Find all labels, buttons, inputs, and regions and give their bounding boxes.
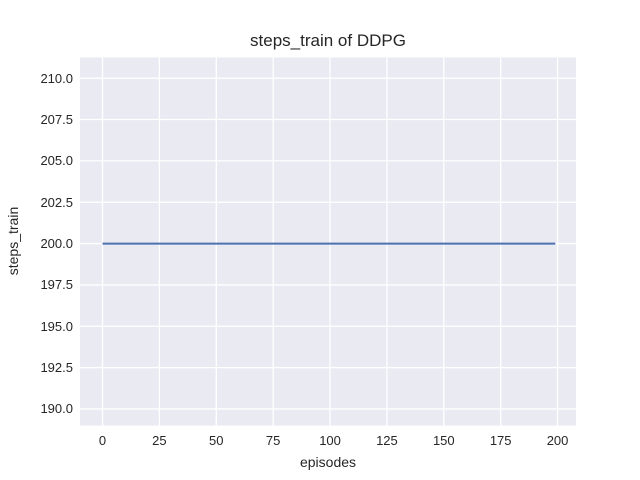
y-tick-label: 207.5 [40, 112, 73, 128]
y-tick-label: 200.0 [40, 236, 73, 252]
y-tick-label: 192.5 [40, 360, 73, 376]
y-tick-label: 195.0 [40, 318, 73, 334]
x-tick-label: 0 [98, 433, 107, 448]
x-tick-label: 175 [489, 433, 512, 448]
y-tick-label: 210.0 [40, 70, 73, 86]
x-tick-label: 150 [432, 433, 455, 448]
x-tick-label: 25 [152, 433, 167, 448]
x-tick-label: 100 [319, 433, 341, 448]
y-tick-label: 202.5 [40, 194, 73, 210]
y-tick-label: 190.0 [40, 401, 73, 417]
x-tick-label: 75 [265, 433, 281, 448]
y-tick-label: 205.0 [40, 153, 73, 169]
x-tick-label: 200 [546, 433, 569, 448]
x-tick-label: 125 [376, 433, 398, 448]
x-tick-label: 50 [209, 433, 224, 448]
chart-title: steps_train of DDPG [250, 31, 406, 50]
plot-background [80, 57, 576, 426]
y-tick-label: 197.5 [40, 277, 73, 293]
x-axis-label: episodes [299, 454, 357, 470]
